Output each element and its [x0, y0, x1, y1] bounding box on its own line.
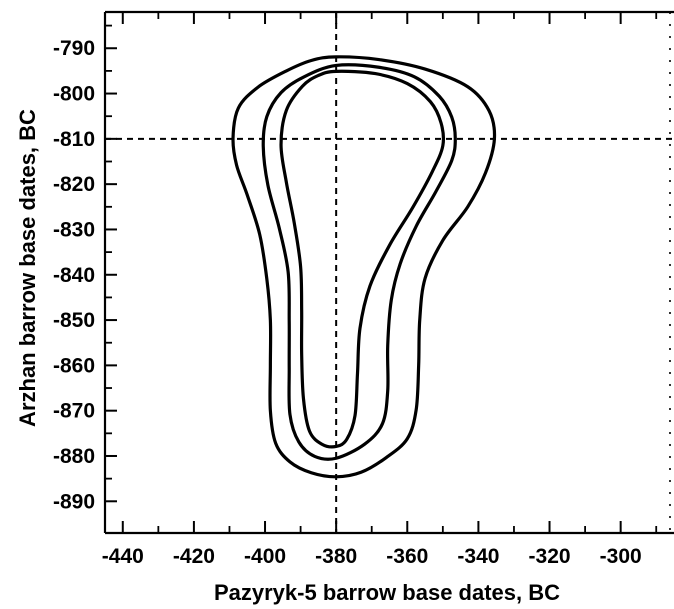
x-tick-label: -300: [600, 545, 642, 568]
y-tick-label: -880: [53, 445, 95, 468]
x-tick-label: -440: [102, 545, 144, 568]
contour-inner: [279, 69, 446, 449]
y-axis-ticks: -790 -800 -810 -820 -830 -840 -850 -860 -870 -880…: [53, 24, 117, 513]
y-tick-label: -840: [53, 264, 95, 287]
y-tick-label: -830: [53, 218, 95, 241]
y-tick-label: -800: [53, 83, 95, 106]
x-tick-label: -420: [173, 545, 215, 568]
x-axis-title: Pazyryk-5 barrow base dates, BC: [214, 580, 560, 605]
x-axis-ticks: -440 -420 -400 -380 -360 -340 -320 -300: [102, 12, 658, 568]
y-axis-title: Arzhan barrow base dates, BC: [15, 109, 40, 427]
contour-middle: [261, 63, 457, 461]
y-tick-label: -790: [53, 37, 95, 60]
y-tick-label: -860: [53, 354, 95, 377]
x-tick-label: -360: [386, 545, 428, 568]
contour-lines: [231, 55, 497, 479]
x-tick-label: -320: [529, 545, 571, 568]
contour-outer: [231, 55, 497, 479]
x-tick-label: -400: [244, 545, 286, 568]
y-tick-label: -850: [53, 309, 95, 332]
y-tick-label: -890: [53, 490, 95, 513]
y-tick-label: -820: [53, 173, 95, 196]
y-tick-label: -870: [53, 400, 95, 423]
x-tick-label: -340: [457, 545, 499, 568]
x-tick-label: -380: [315, 545, 357, 568]
y-tick-label: -810: [53, 128, 95, 151]
